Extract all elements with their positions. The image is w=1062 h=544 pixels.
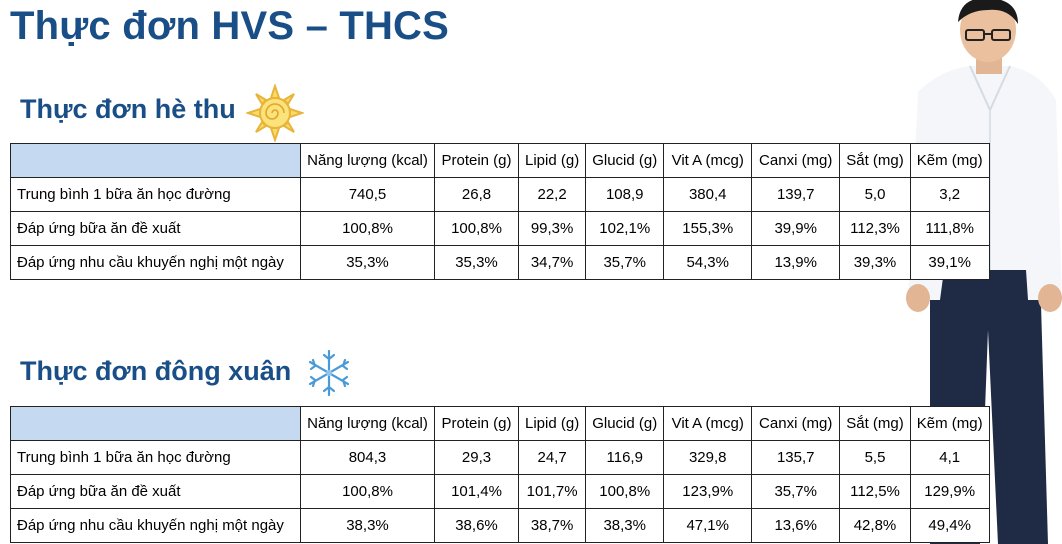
table-cell: 39,3% (839, 245, 911, 280)
table-cell: 38,7% (517, 508, 587, 543)
table-cell: 47,1% (663, 508, 753, 543)
column-header: Kẽm (mg) (909, 143, 990, 178)
table-cell: 100,8% (585, 474, 665, 509)
column-header: Năng lượng (kcal) (300, 406, 435, 441)
table-cell: 49,4% (909, 508, 990, 543)
table-cell: 100,8% (434, 211, 519, 246)
table-cell: 101,4% (434, 474, 519, 509)
table-cell: 155,3% (663, 211, 753, 246)
table-cell: 26,8 (434, 177, 519, 212)
column-header: Canxi (mg) (751, 406, 841, 441)
table-cell: 39,1% (909, 245, 990, 280)
table-cell: 42,8% (839, 508, 911, 543)
table-cell: 99,3% (517, 211, 587, 246)
table-cell: 13,9% (751, 245, 841, 280)
section-heading-summer: Thực đơn hè thu (20, 94, 236, 124)
table-cell: 22,2 (517, 177, 587, 212)
table-header-row: Năng lượng (kcal) Protein (g) Lipid (g) … (10, 406, 990, 441)
column-header: Kẽm (mg) (909, 406, 990, 441)
row-label: Đáp ứng bữa ăn đề xuất (10, 474, 301, 509)
table-cell: 35,7% (585, 245, 665, 280)
row-label: Đáp ứng nhu cầu khuyến nghị một ngày (10, 508, 301, 543)
table-cell: 34,7% (517, 245, 587, 280)
row-label: Đáp ứng nhu cầu khuyến nghị một ngày (10, 245, 301, 280)
summer-nutrition-table: Năng lượng (kcal) Protein (g) Lipid (g) … (10, 143, 990, 280)
table-cell: 3,2 (909, 177, 990, 212)
page-title: Thực đơn HVS – THCS (10, 4, 450, 48)
sun-icon (246, 84, 304, 142)
table-cell: 380,4 (663, 177, 753, 212)
table-cell: 112,3% (839, 211, 911, 246)
table-row: Trung bình 1 bữa ăn học đường 804,3 29,3… (10, 440, 990, 475)
table-cell: 24,7 (517, 440, 587, 475)
column-header: Canxi (mg) (751, 143, 841, 178)
column-header: Glucid (g) (585, 143, 665, 178)
header-corner-cell (10, 406, 301, 441)
table-cell: 111,8% (909, 211, 990, 246)
table-cell: 102,1% (585, 211, 665, 246)
header-corner-cell (10, 143, 301, 178)
table-header-row: Năng lượng (kcal) Protein (g) Lipid (g) … (10, 143, 990, 178)
table-cell: 740,5 (300, 177, 435, 212)
row-label: Trung bình 1 bữa ăn học đường (10, 177, 301, 212)
table-row: Đáp ứng nhu cầu khuyến nghị một ngày 35,… (10, 245, 990, 280)
table-cell: 38,3% (585, 508, 665, 543)
column-header: Lipid (g) (517, 406, 587, 441)
section-heading-winter: Thực đơn đông xuân (20, 356, 292, 386)
table-cell: 116,9 (585, 440, 665, 475)
table-cell: 139,7 (751, 177, 841, 212)
table-row: Đáp ứng bữa ăn đề xuất 100,8% 100,8% 99,… (10, 211, 990, 246)
table-cell: 5,0 (839, 177, 911, 212)
table-cell: 54,3% (663, 245, 753, 280)
column-header: Glucid (g) (585, 406, 665, 441)
column-header: Sắt (mg) (839, 143, 911, 178)
table-cell: 135,7 (751, 440, 841, 475)
table-row: Đáp ứng bữa ăn đề xuất 100,8% 101,4% 101… (10, 474, 990, 509)
table-cell: 123,9% (663, 474, 753, 509)
table-cell: 329,8 (663, 440, 753, 475)
table-cell: 5,5 (839, 440, 911, 475)
table-cell: 112,5% (839, 474, 911, 509)
table-row: Đáp ứng nhu cầu khuyến nghị một ngày 38,… (10, 508, 990, 543)
table-cell: 100,8% (300, 211, 435, 246)
table-cell: 101,7% (517, 474, 587, 509)
table-cell: 38,3% (300, 508, 435, 543)
winter-nutrition-table: Năng lượng (kcal) Protein (g) Lipid (g) … (10, 406, 990, 543)
table-cell: 804,3 (300, 440, 435, 475)
column-header: Vit A (mcg) (663, 406, 753, 441)
table-cell: 29,3 (434, 440, 519, 475)
table-row: Trung bình 1 bữa ăn học đường 740,5 26,8… (10, 177, 990, 212)
column-header: Lipid (g) (517, 143, 587, 178)
table-cell: 38,6% (434, 508, 519, 543)
table-cell: 108,9 (585, 177, 665, 212)
table-cell: 35,7% (751, 474, 841, 509)
column-header: Protein (g) (434, 406, 519, 441)
table-cell: 13,6% (751, 508, 841, 543)
column-header: Sắt (mg) (839, 406, 911, 441)
table-cell: 4,1 (909, 440, 990, 475)
table-cell: 39,9% (751, 211, 841, 246)
column-header: Vit A (mcg) (663, 143, 753, 178)
table-cell: 35,3% (300, 245, 435, 280)
table-cell: 129,9% (909, 474, 990, 509)
column-header: Protein (g) (434, 143, 519, 178)
row-label: Đáp ứng bữa ăn đề xuất (10, 211, 301, 246)
snowflake-icon (308, 349, 350, 397)
column-header: Năng lượng (kcal) (300, 143, 435, 178)
table-cell: 35,3% (434, 245, 519, 280)
table-cell: 100,8% (300, 474, 435, 509)
row-label: Trung bình 1 bữa ăn học đường (10, 440, 301, 475)
